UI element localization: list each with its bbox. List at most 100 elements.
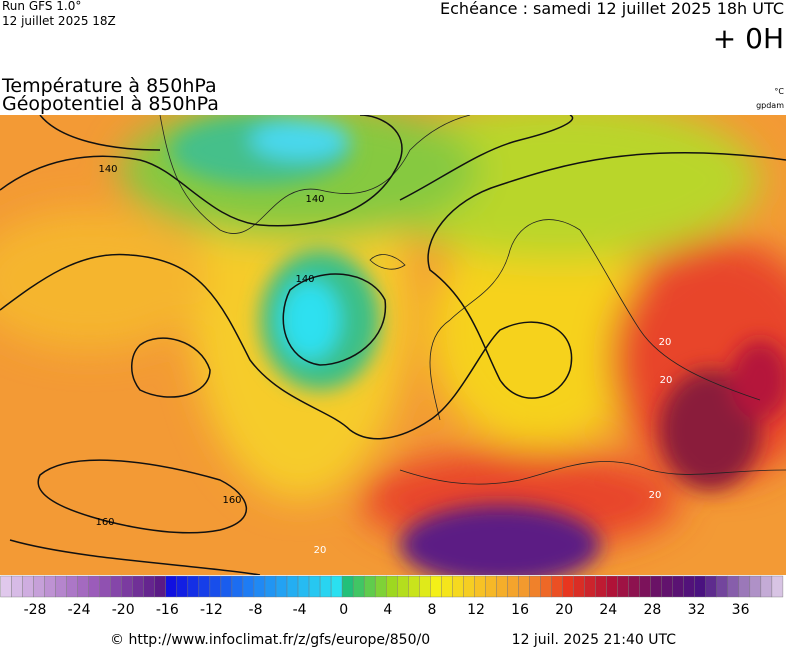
colorbar-swatch bbox=[430, 575, 442, 598]
run-date: 12 juillet 2025 18Z bbox=[2, 14, 116, 28]
colorbar-swatch bbox=[573, 575, 585, 598]
colorbar-swatch bbox=[374, 575, 387, 598]
title-line-2: Géopotentiel à 850hPa bbox=[2, 93, 219, 115]
footer-timestamp: 12 juil. 2025 21:40 UTC bbox=[512, 632, 677, 648]
colorbar-swatch bbox=[584, 575, 596, 598]
colorbar-label: 4 bbox=[383, 602, 392, 618]
colorbar-label: -20 bbox=[112, 602, 135, 618]
colorbar-swatch bbox=[99, 575, 111, 598]
colorbar-swatch bbox=[308, 575, 321, 598]
colorbar-swatch bbox=[452, 575, 464, 598]
colorbar-swatch bbox=[551, 575, 563, 598]
colorbar-swatch bbox=[694, 575, 706, 598]
contour-label: 140 bbox=[305, 194, 324, 205]
colorbar-swatch bbox=[341, 575, 354, 598]
contour-label: 20 bbox=[314, 545, 327, 556]
colorbar-swatch bbox=[275, 575, 288, 598]
colorbar-swatch bbox=[507, 575, 519, 598]
colorbar-swatch bbox=[176, 575, 189, 598]
contour-labels: 140 140 140 160 160 20 20 20 20 bbox=[95, 164, 672, 556]
colorbar: -28 -24 -20 -16 -12 -8 -4 0 4 8 12 16 20 24 28 32 36 bbox=[0, 575, 784, 618]
colorbar-swatch bbox=[44, 575, 56, 598]
colorbar-swatch bbox=[11, 575, 23, 598]
colorbar-label: 16 bbox=[511, 602, 529, 618]
contour-label: 160 bbox=[222, 495, 241, 506]
colorbar-label: -4 bbox=[293, 602, 307, 618]
colorbar-swatch bbox=[220, 575, 233, 598]
colorbar-swatch bbox=[198, 575, 211, 598]
colorbar-swatch bbox=[408, 575, 420, 598]
colorbar-swatch bbox=[0, 575, 12, 598]
colorbar-label: 8 bbox=[427, 602, 436, 618]
colorbar-swatch bbox=[760, 575, 773, 598]
colorbar-swatch bbox=[738, 575, 751, 598]
colorbar-swatch bbox=[771, 575, 784, 598]
colorbar-swatch bbox=[55, 575, 67, 598]
contour-label: 20 bbox=[659, 337, 672, 348]
colorbar-swatch bbox=[595, 575, 607, 598]
contour-label: 20 bbox=[649, 490, 662, 501]
footer-url: © http://www.infoclimat.fr/z/gfs/europe/… bbox=[110, 632, 430, 648]
colorbar-swatch bbox=[749, 575, 762, 598]
colorbar-swatch bbox=[231, 575, 244, 598]
colorbar-swatch bbox=[286, 575, 299, 598]
colorbar-swatch bbox=[628, 575, 640, 598]
colorbar-swatch bbox=[716, 575, 729, 598]
colorbar-label: -28 bbox=[24, 602, 47, 618]
colorbar-label: -12 bbox=[200, 602, 223, 618]
colorbar-label: 32 bbox=[688, 602, 706, 618]
colorbar-swatch bbox=[540, 575, 552, 598]
colorbar-label: 36 bbox=[732, 602, 750, 618]
run-label: Run GFS 1.0° bbox=[2, 0, 81, 13]
colorbar-swatch bbox=[672, 575, 684, 598]
colorbar-swatch bbox=[297, 575, 310, 598]
colorbar-label: 28 bbox=[643, 602, 661, 618]
map bbox=[0, 115, 786, 575]
colorbar-label: 12 bbox=[467, 602, 485, 618]
colorbar-swatch bbox=[363, 575, 376, 598]
colorbar-swatch bbox=[529, 575, 541, 598]
colorbar-swatch bbox=[330, 575, 343, 598]
colorbar-label: 24 bbox=[599, 602, 617, 618]
colorbar-swatch bbox=[441, 575, 453, 598]
colorbar-swatch bbox=[386, 575, 398, 598]
colorbar-swatch bbox=[264, 575, 277, 598]
colorbar-swatch bbox=[209, 575, 222, 598]
colorbar-swatch bbox=[242, 575, 255, 598]
colorbar-label: -24 bbox=[68, 602, 91, 618]
colorbar-label: 0 bbox=[339, 602, 348, 618]
colorbar-swatch bbox=[110, 575, 122, 598]
contour-label: 160 bbox=[95, 517, 114, 528]
colorbar-swatch bbox=[705, 575, 718, 598]
colorbar-swatch bbox=[22, 575, 34, 598]
colorbar-swatch bbox=[352, 575, 365, 598]
colorbar-swatch bbox=[165, 575, 178, 598]
colorbar-swatch bbox=[606, 575, 618, 598]
unit-temp: °C bbox=[774, 87, 784, 96]
colorbar-swatch bbox=[319, 575, 332, 598]
colorbar-swatch bbox=[253, 575, 266, 598]
colorbar-swatch bbox=[474, 575, 486, 598]
colorbar-swatch bbox=[121, 575, 133, 598]
colorbar-swatch bbox=[496, 575, 508, 598]
echeance: Echéance : samedi 12 juillet 2025 18h UT… bbox=[440, 0, 784, 18]
colorbar-swatch bbox=[187, 575, 200, 598]
colorbar-swatch bbox=[88, 575, 100, 598]
contour-label: 20 bbox=[660, 375, 673, 386]
contour-label: 140 bbox=[295, 274, 314, 285]
colorbar-swatch bbox=[661, 575, 673, 598]
colorbar-swatch bbox=[143, 575, 155, 598]
colorbar-swatch bbox=[463, 575, 475, 598]
colorbar-swatch bbox=[683, 575, 695, 598]
colorbar-swatch bbox=[639, 575, 651, 598]
title-line-1: Température à 850hPa bbox=[1, 75, 217, 97]
colorbar-label: -16 bbox=[156, 602, 179, 618]
colorbar-swatch bbox=[485, 575, 497, 598]
colorbar-swatch bbox=[154, 575, 166, 598]
colorbar-label: 20 bbox=[555, 602, 573, 618]
offset: + 0H bbox=[713, 22, 784, 55]
colorbar-swatch bbox=[66, 575, 78, 598]
colorbar-swatch bbox=[419, 575, 431, 598]
colorbar-label: -8 bbox=[249, 602, 263, 618]
